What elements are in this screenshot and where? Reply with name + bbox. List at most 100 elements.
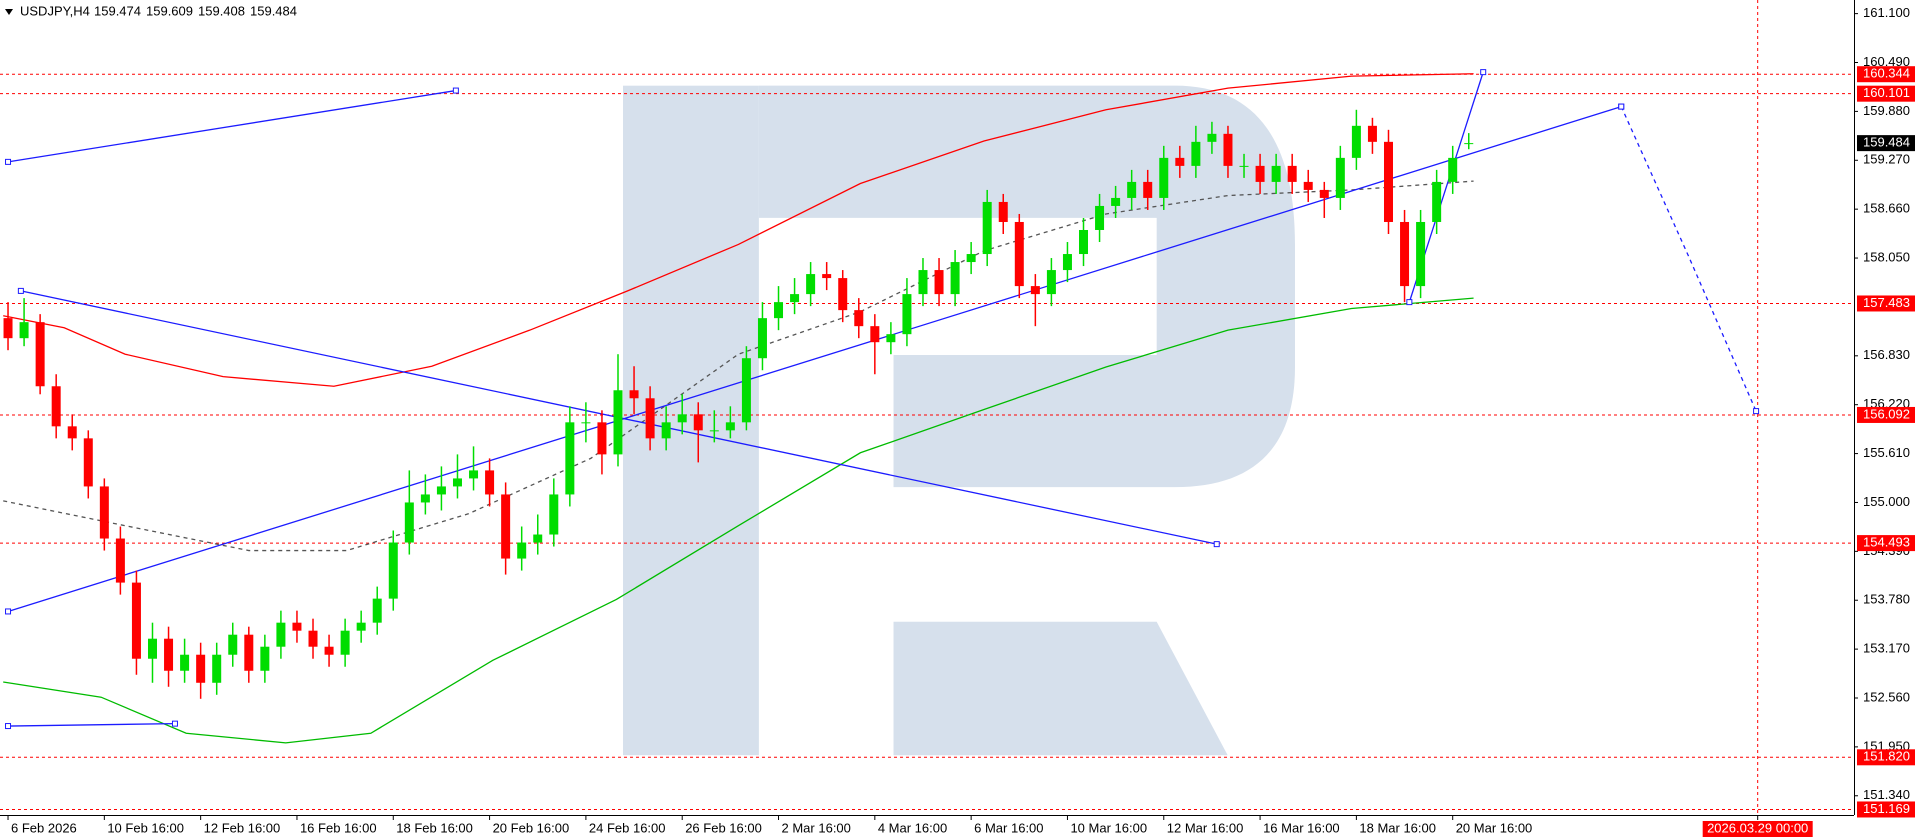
open-value: 159.474 bbox=[94, 3, 141, 18]
candle-body bbox=[1079, 229, 1089, 255]
candle-body bbox=[677, 414, 687, 423]
overlay-line bbox=[8, 722, 175, 727]
candle-body bbox=[918, 270, 928, 295]
candle-body bbox=[1303, 181, 1313, 190]
overlay-line bbox=[7, 89, 456, 163]
candle-body bbox=[1271, 165, 1281, 182]
y-tick-label: 160.490 bbox=[1863, 54, 1910, 69]
candle-body bbox=[324, 646, 334, 655]
x-tick-label: 6 Mar 16:00 bbox=[974, 820, 1043, 835]
candle-body bbox=[372, 598, 382, 623]
candle-body bbox=[790, 294, 800, 303]
x-tick-label: 24 Feb 16:00 bbox=[589, 820, 666, 835]
level-box bbox=[1857, 801, 1915, 818]
candle-body bbox=[19, 322, 29, 339]
last-price-box bbox=[1857, 135, 1915, 152]
candle-body bbox=[308, 630, 318, 647]
candle-body bbox=[1383, 141, 1393, 222]
anchor-point bbox=[452, 87, 459, 94]
candle-body bbox=[485, 470, 495, 495]
candle-body bbox=[83, 438, 93, 487]
candle-body bbox=[1432, 181, 1442, 222]
candle-body bbox=[404, 502, 414, 543]
x-tick-label: 18 Mar 16:00 bbox=[1359, 820, 1436, 835]
candle-body bbox=[99, 486, 109, 539]
candle-body bbox=[1207, 133, 1217, 142]
y-tick-label: 159.270 bbox=[1863, 152, 1910, 167]
level-label: 154.493 bbox=[1863, 535, 1910, 550]
candle-body bbox=[517, 542, 527, 559]
candle-body bbox=[774, 302, 784, 319]
x-tick-label: 26 Feb 16:00 bbox=[685, 820, 762, 835]
candle-body bbox=[1095, 205, 1105, 230]
candle-body bbox=[356, 622, 366, 631]
candle-body bbox=[1448, 157, 1458, 182]
anchor-point bbox=[1753, 408, 1760, 415]
candle-body bbox=[1416, 221, 1426, 287]
candle-body bbox=[1400, 221, 1410, 287]
candle-body bbox=[1046, 270, 1056, 295]
candle-body bbox=[292, 622, 302, 631]
level-box bbox=[1857, 295, 1915, 312]
close-value: 159.484 bbox=[250, 3, 297, 18]
candle-body bbox=[1175, 157, 1185, 166]
candle-body bbox=[661, 422, 671, 439]
x-tick-label: 6 Feb 2026 bbox=[11, 820, 77, 835]
level-label: 160.344 bbox=[1863, 66, 1910, 81]
candle-body bbox=[741, 358, 751, 423]
candle-body bbox=[3, 318, 13, 339]
anchor-point bbox=[5, 158, 12, 165]
candle-body bbox=[950, 262, 960, 295]
x-tick-label: 18 Feb 16:00 bbox=[396, 820, 473, 835]
candle-body bbox=[886, 334, 896, 343]
candle-body bbox=[854, 310, 864, 327]
y-tick-label: 152.560 bbox=[1863, 689, 1910, 704]
overlay-line bbox=[7, 105, 1622, 613]
level-box bbox=[1857, 66, 1915, 83]
candle-body bbox=[1143, 181, 1153, 198]
candle-body bbox=[693, 414, 703, 431]
level-box bbox=[1857, 749, 1915, 766]
anchor-point bbox=[1618, 103, 1625, 110]
anchor-point bbox=[171, 720, 178, 727]
candle-body bbox=[212, 654, 222, 683]
candle-body bbox=[1255, 165, 1265, 182]
y-tick-label: 158.050 bbox=[1863, 249, 1910, 264]
candle-body bbox=[998, 201, 1008, 222]
level-label: 156.092 bbox=[1863, 406, 1910, 421]
candle-body bbox=[35, 322, 45, 387]
anchor-point bbox=[1406, 299, 1413, 306]
candle-body bbox=[1287, 165, 1297, 182]
y-tick-label: 153.170 bbox=[1863, 641, 1910, 656]
x-tick-label: 16 Mar 16:00 bbox=[1263, 820, 1340, 835]
menu-triangle[interactable] bbox=[5, 9, 13, 15]
y-tick-label: 155.610 bbox=[1863, 445, 1910, 460]
overlay-line bbox=[3, 73, 1474, 387]
candle-body bbox=[613, 390, 623, 455]
candle-body bbox=[757, 318, 767, 359]
candle-body bbox=[1062, 254, 1072, 271]
candle-body bbox=[180, 654, 190, 671]
plot-area bbox=[0, 0, 1854, 815]
axes: 161.100 160.490 159.880 159.270 158.660 158.0… bbox=[7, 5, 1915, 837]
candle-body bbox=[934, 270, 944, 295]
candle-body bbox=[1014, 221, 1024, 287]
anchor-point bbox=[1480, 69, 1487, 76]
candle-body bbox=[469, 470, 479, 479]
candle-body bbox=[902, 294, 912, 335]
candle-body bbox=[228, 634, 238, 655]
level-box bbox=[1857, 85, 1915, 102]
candle-body bbox=[838, 278, 848, 311]
x-tick-label: 12 Mar 16:00 bbox=[1167, 820, 1244, 835]
y-tick-label: 153.780 bbox=[1863, 592, 1910, 607]
candle-body bbox=[1351, 125, 1361, 158]
x-tick-label: 4 Mar 16:00 bbox=[878, 820, 947, 835]
candle-body bbox=[1111, 197, 1121, 206]
candle-body bbox=[629, 390, 639, 399]
candle-body bbox=[340, 630, 350, 655]
candle-body bbox=[388, 542, 398, 599]
y-tick-label: 158.660 bbox=[1863, 201, 1910, 216]
candle-body bbox=[420, 494, 430, 503]
level-label: 151.169 bbox=[1863, 801, 1910, 816]
candle-body bbox=[452, 478, 462, 487]
